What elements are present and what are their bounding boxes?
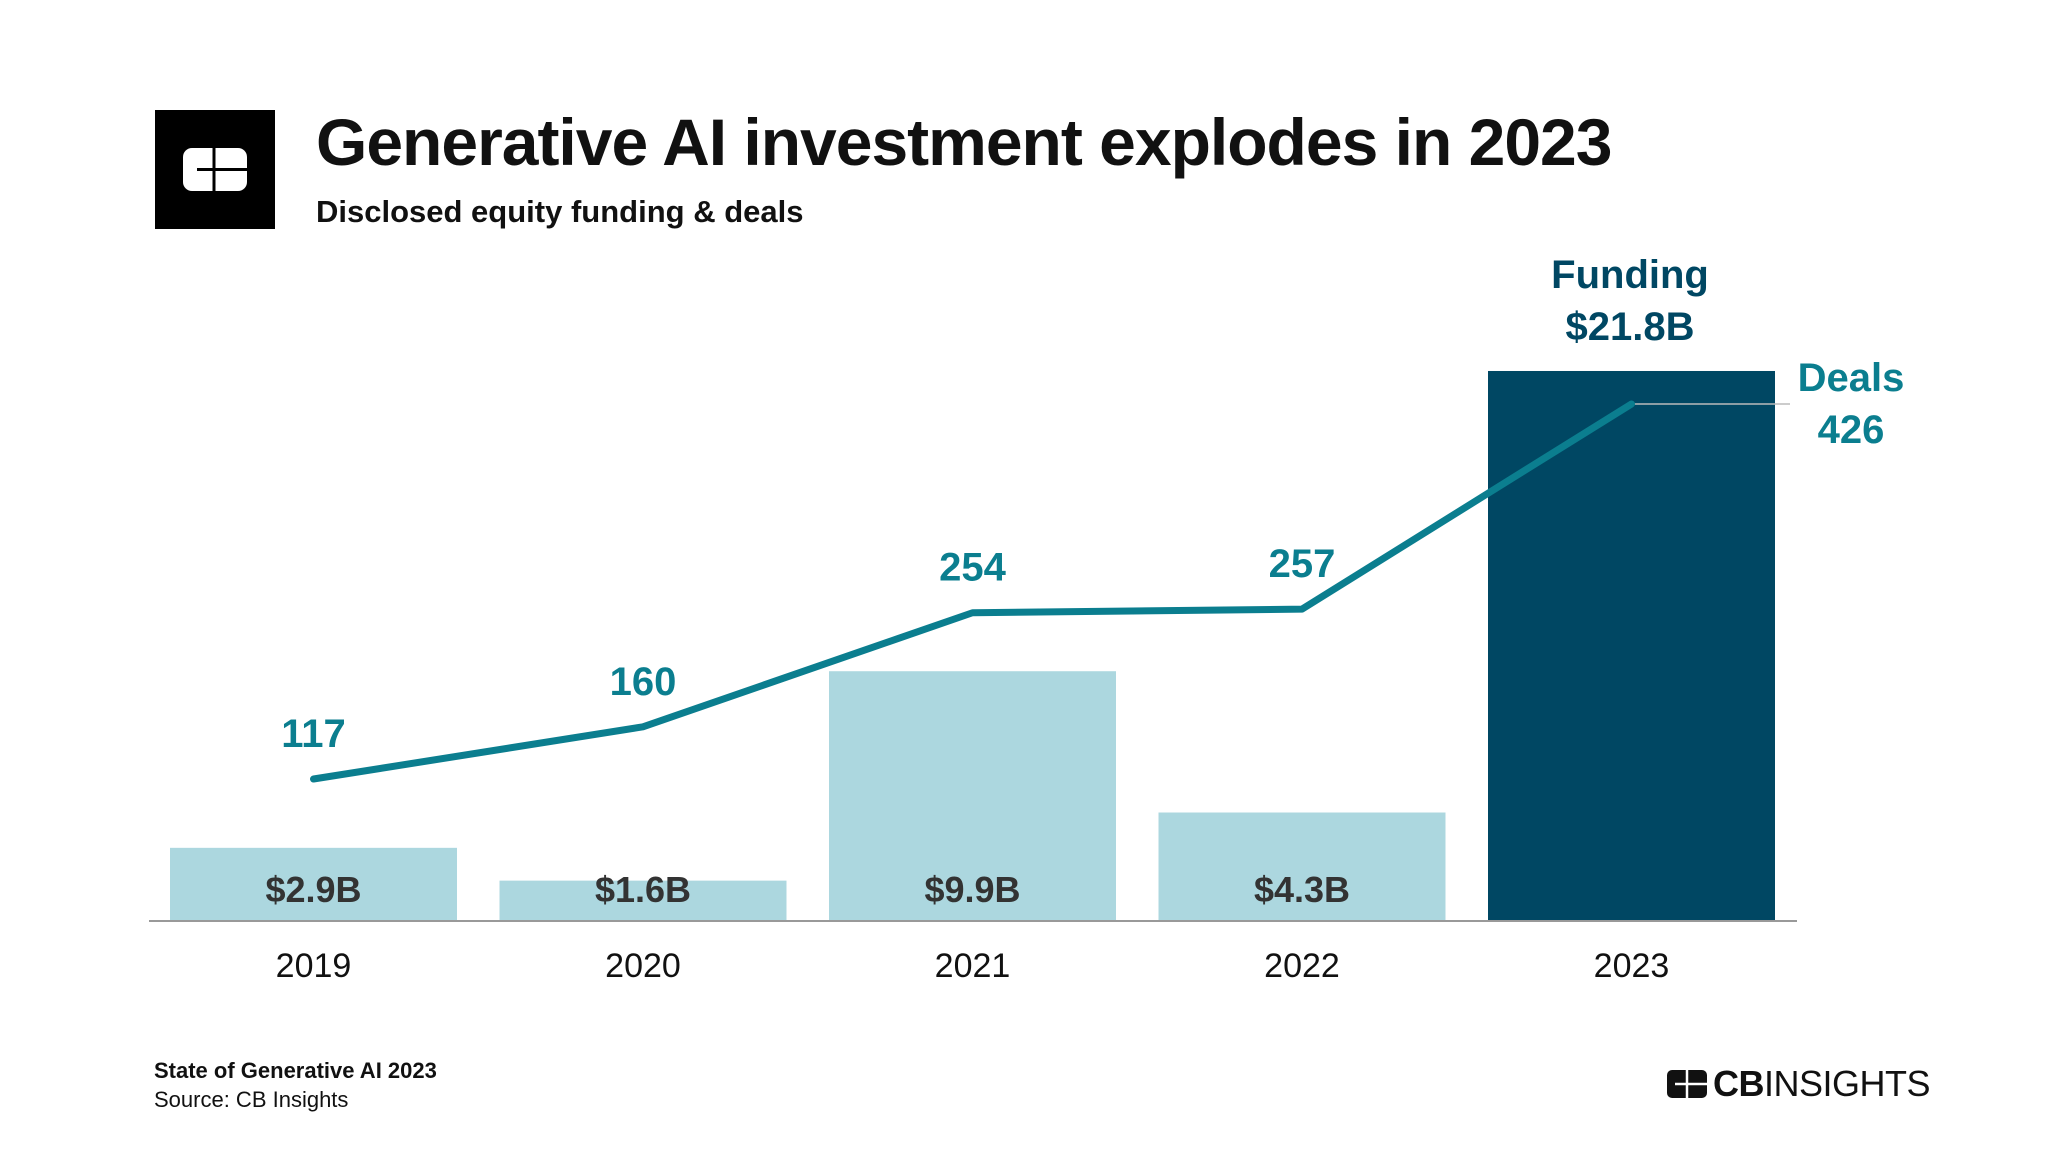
cb-logo-icon bbox=[155, 110, 275, 229]
funding-label-2019: $2.9B bbox=[265, 869, 361, 910]
deals-label-2022: 257 bbox=[1269, 542, 1336, 586]
funding-series-label: Funding bbox=[1551, 253, 1709, 297]
funding-label-2021: $9.9B bbox=[924, 869, 1020, 910]
brand-bold: CB bbox=[1713, 1063, 1765, 1104]
deals-label-2023: 426 bbox=[1818, 408, 1885, 452]
chart-title: Generative AI investment explodes in 202… bbox=[316, 105, 1612, 179]
cb-insights-brand: CBINSIGHTS bbox=[1667, 1063, 1931, 1105]
brand-light: INSIGHTS bbox=[1764, 1063, 1931, 1104]
source-note: Source: CB Insights bbox=[154, 1087, 349, 1112]
funding-label-2023: $21.8B bbox=[1566, 305, 1695, 349]
x-tick-2020: 2020 bbox=[605, 947, 681, 985]
deals-label-2020: 160 bbox=[610, 660, 677, 704]
funding-label-2022: $4.3B bbox=[1254, 869, 1350, 910]
funding-bar-2020 bbox=[499, 880, 787, 921]
funding-bar-2022 bbox=[1158, 812, 1446, 921]
deals-label-2019: 117 bbox=[281, 712, 346, 756]
deals-series-label: Deals bbox=[1798, 356, 1905, 400]
funding-label-2020: $1.6B bbox=[595, 869, 691, 910]
x-tick-2022: 2022 bbox=[1264, 947, 1340, 985]
x-tick-2023: 2023 bbox=[1594, 947, 1670, 985]
deals-label-2021: 254 bbox=[939, 546, 1006, 590]
x-tick-2021: 2021 bbox=[935, 947, 1011, 985]
chart-subtitle: Disclosed equity funding & deals bbox=[316, 194, 804, 229]
funding-bar-2021 bbox=[829, 671, 1116, 921]
funding-bar-2023 bbox=[1488, 370, 1775, 922]
cb-brand-icon bbox=[1667, 1070, 1707, 1098]
x-tick-2019: 2019 bbox=[276, 947, 352, 985]
funding-bar-2019 bbox=[170, 847, 457, 921]
report-name: State of Generative AI 2023 bbox=[154, 1058, 437, 1083]
